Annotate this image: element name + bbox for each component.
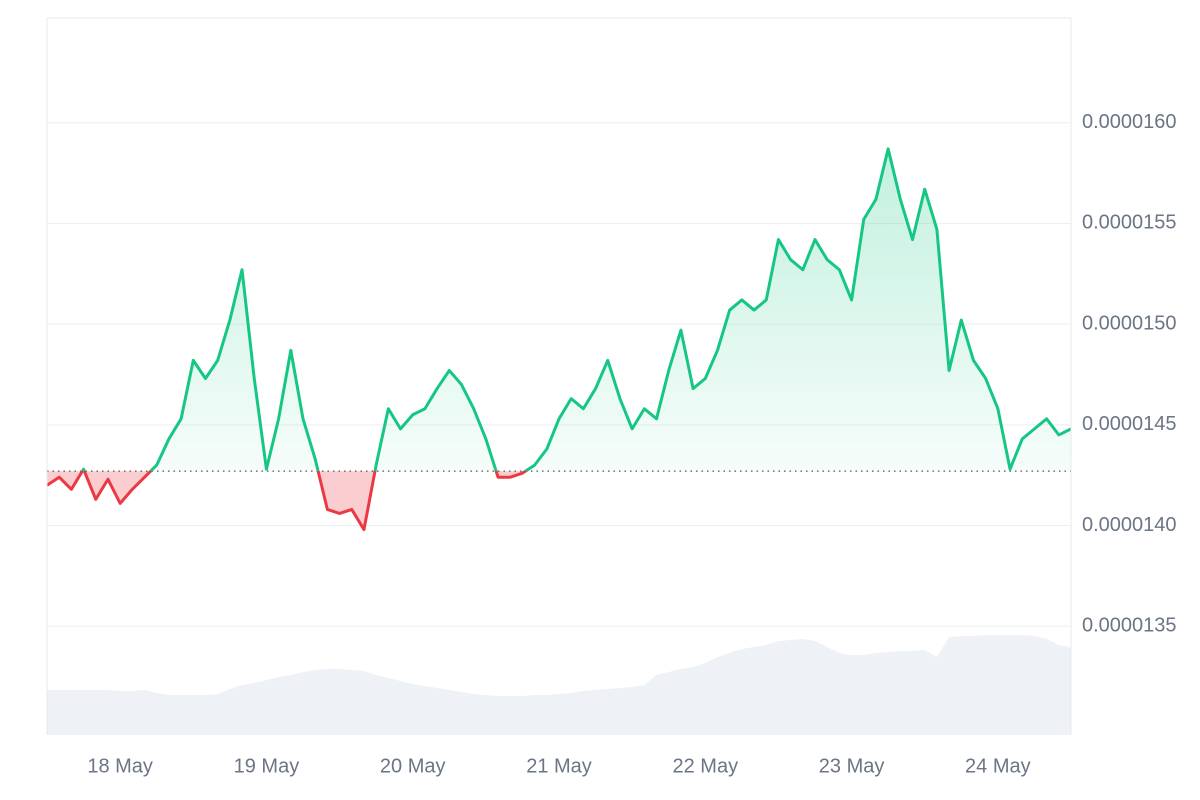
x-tick-label: 18 May xyxy=(87,755,153,777)
y-tick-label: 0.0000145 xyxy=(1082,413,1177,435)
x-tick-label: 21 May xyxy=(526,755,592,777)
volume-area xyxy=(47,635,1071,735)
plot-layer xyxy=(46,147,1072,532)
price-line xyxy=(46,147,1072,532)
x-tick-label: 22 May xyxy=(672,755,738,777)
volume-layer xyxy=(47,635,1071,735)
area xyxy=(47,148,1071,530)
y-tick-label: 0.0000150 xyxy=(1082,312,1177,334)
x-tick-label: 24 May xyxy=(965,755,1031,777)
grid-layer: 0.0000135 0.0000140 0.0000145 0.0000150 0.00… xyxy=(47,111,1177,777)
y-tick-label: 0.0000135 xyxy=(1082,615,1177,637)
y-tick-label: 0.0000140 xyxy=(1082,514,1177,536)
x-tick-label: 23 May xyxy=(819,755,885,777)
y-tick-label: 0.0000155 xyxy=(1082,212,1177,234)
x-tick-label: 19 May xyxy=(234,755,300,777)
y-tick-label: 0.0000160 xyxy=(1082,111,1177,133)
x-tick-label: 20 May xyxy=(380,755,446,777)
